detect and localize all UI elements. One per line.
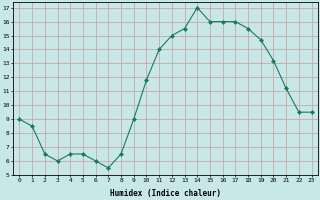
X-axis label: Humidex (Indice chaleur): Humidex (Indice chaleur) <box>110 189 221 198</box>
